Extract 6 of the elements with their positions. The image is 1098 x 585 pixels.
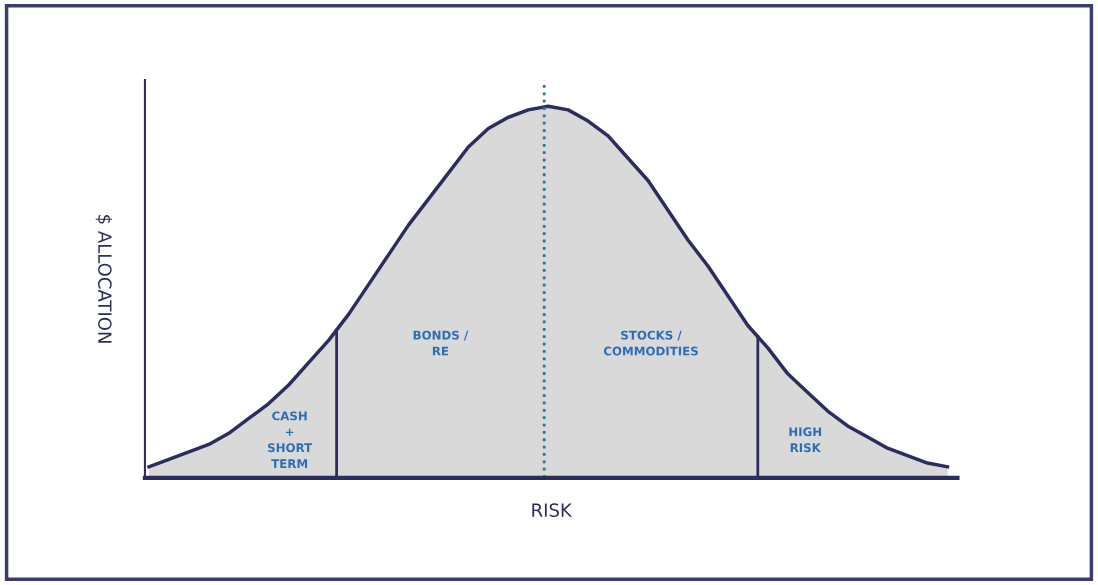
annotation: HIGH RISK [789, 427, 822, 453]
y-axis-title: $ ALLOCATION [95, 215, 113, 343]
annotation: BONDS / RE [413, 330, 469, 356]
annotation: CASH + SHORT TERM [268, 411, 313, 468]
annotation: STOCKS / COMMODITIES [603, 330, 698, 356]
x-axis-title: RISK [532, 503, 573, 517]
